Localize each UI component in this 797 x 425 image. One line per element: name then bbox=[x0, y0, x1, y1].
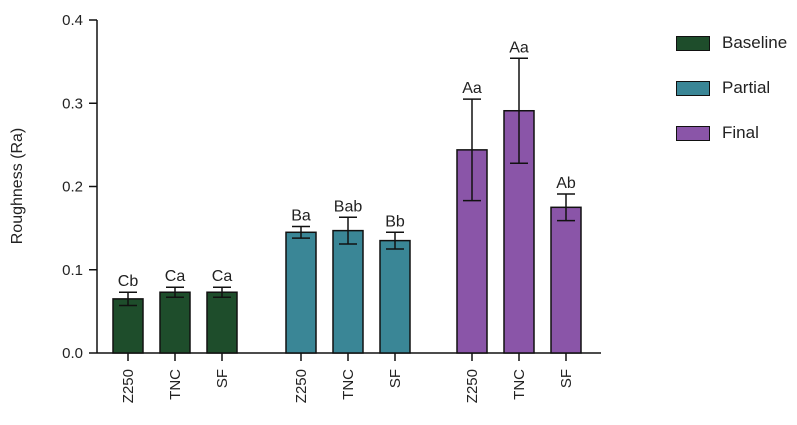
y-tick-label: 0.4 bbox=[62, 12, 83, 29]
y-axis: 0.0 0.1 0.2 0.3 0.4 bbox=[62, 12, 98, 362]
data-label: Ca bbox=[165, 268, 186, 285]
legend-label: Partial bbox=[722, 78, 771, 97]
x-tick-label: Z250 bbox=[120, 369, 137, 403]
data-label: Ca bbox=[212, 268, 233, 285]
x-tick-label: SF bbox=[214, 369, 231, 388]
bar bbox=[550, 206, 582, 354]
legend-label: Final bbox=[722, 123, 759, 142]
x-tick-label: TNC bbox=[167, 369, 184, 400]
data-label: Cb bbox=[118, 273, 139, 290]
legend: Baseline Partial Final bbox=[676, 32, 787, 167]
bar bbox=[332, 229, 364, 354]
data-label: Bab bbox=[334, 198, 363, 215]
data-label: Ab bbox=[556, 175, 576, 192]
x-tick-label: TNC bbox=[340, 369, 357, 400]
y-tick-label: 0.1 bbox=[62, 262, 83, 279]
bar bbox=[112, 298, 144, 354]
legend-item: Final bbox=[676, 122, 787, 144]
bars: Cb Ca Ca Ba Bab Bb Aa Aa Ab bbox=[112, 39, 582, 354]
bar bbox=[379, 239, 411, 354]
data-label: Ba bbox=[291, 207, 311, 224]
y-tick-label: 0.2 bbox=[62, 179, 83, 196]
legend-label: Baseline bbox=[722, 33, 788, 52]
x-tick-label: TNC bbox=[511, 369, 528, 400]
legend-swatch bbox=[676, 125, 710, 141]
x-tick-label: Z250 bbox=[464, 369, 481, 403]
legend-swatch bbox=[676, 80, 710, 96]
legend-item: Partial bbox=[676, 77, 787, 99]
legend-item: Baseline bbox=[676, 32, 787, 54]
x-tick-label: SF bbox=[387, 369, 404, 388]
x-tick-label: Z250 bbox=[293, 369, 310, 403]
legend-swatch bbox=[676, 35, 710, 51]
y-tick-label: 0.3 bbox=[62, 95, 83, 112]
y-axis-label: Roughness (Ra) bbox=[9, 128, 26, 245]
data-label: Aa bbox=[509, 39, 529, 56]
x-axis: Z250 TNC SF Z250 TNC SF Z250 TNC SF bbox=[97, 352, 601, 403]
y-tick-label: 0.0 bbox=[62, 345, 83, 362]
x-tick-label: SF bbox=[558, 369, 575, 388]
data-label: Aa bbox=[462, 80, 482, 97]
bar bbox=[285, 231, 317, 354]
bar bbox=[159, 291, 191, 354]
bar bbox=[206, 291, 238, 354]
data-label: Bb bbox=[385, 213, 405, 230]
